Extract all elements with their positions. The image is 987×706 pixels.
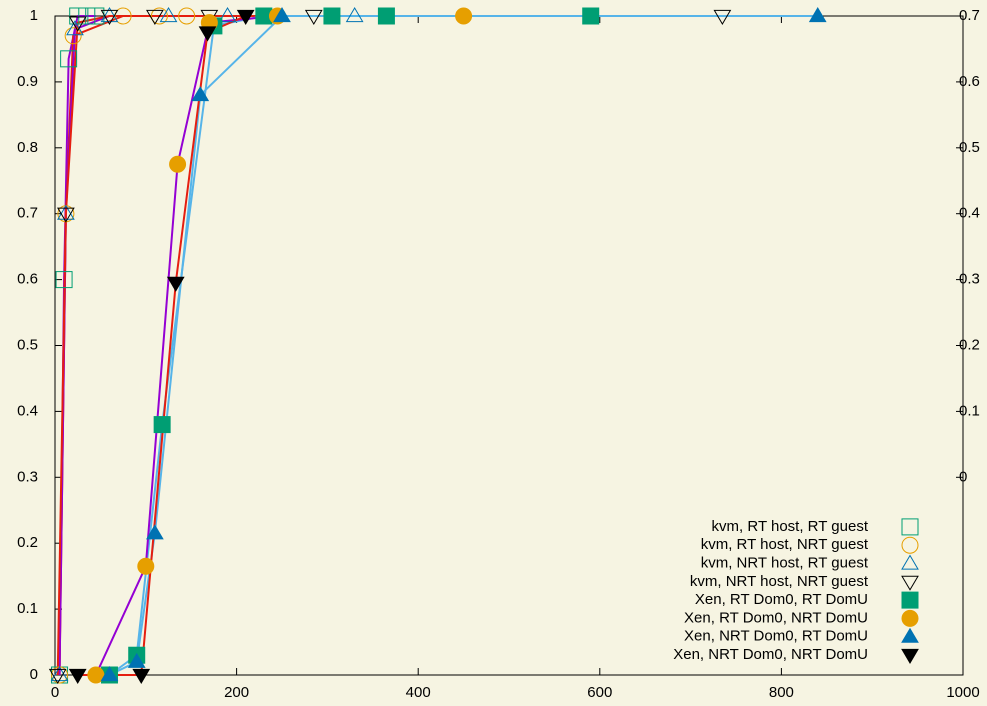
y-tick-label: 0.6 — [17, 271, 38, 288]
data-point — [68, 16, 87, 32]
legend-label: kvm, RT host, RT guest — [712, 518, 869, 535]
legend-marker — [901, 536, 919, 554]
data-point — [582, 7, 600, 25]
data-point — [808, 7, 827, 23]
x-tick-label: 400 — [406, 684, 431, 701]
y-tick-label: 0.7 — [17, 205, 38, 222]
series-line — [56, 15, 723, 676]
y-tick-label: 0.3 — [17, 468, 38, 485]
legend-label: kvm, NRT host, RT guest — [701, 554, 869, 571]
data-point — [191, 86, 210, 102]
y2-tick-label: 0 — [959, 468, 967, 485]
y2-tick-label: 0.6 — [959, 73, 980, 90]
data-point — [64, 27, 82, 45]
data-point — [69, 7, 87, 25]
data-point — [218, 7, 237, 23]
data-point — [48, 668, 67, 684]
x-tick-label: 600 — [587, 684, 612, 701]
data-point — [455, 7, 473, 25]
y-tick-label: 0.4 — [17, 402, 38, 419]
y2-tick-label: 0.5 — [959, 139, 980, 156]
legend-marker — [901, 575, 919, 591]
legend-label: kvm, NRT host, NRT guest — [690, 573, 869, 590]
data-point — [57, 207, 75, 223]
series-line — [94, 15, 464, 676]
data-point — [153, 416, 171, 434]
data-point — [132, 668, 151, 684]
y-tick-label: 1 — [30, 7, 38, 24]
data-point — [166, 276, 185, 292]
data-point — [150, 7, 168, 25]
data-point — [100, 666, 119, 682]
legend-marker — [901, 648, 919, 664]
y-tick-label: 0.1 — [17, 600, 38, 617]
legend-marker — [901, 518, 919, 536]
x-tick-label: 1000 — [946, 684, 979, 701]
x-tick-label: 200 — [224, 684, 249, 701]
series-line — [77, 15, 247, 676]
data-point — [304, 9, 323, 25]
data-point — [68, 668, 87, 684]
data-point — [323, 7, 341, 25]
y2-tick-label: 0.2 — [959, 336, 980, 353]
y2-tick-label: 0.7 — [959, 7, 980, 24]
data-point — [114, 7, 132, 25]
data-point — [236, 9, 255, 25]
data-point — [100, 7, 119, 23]
data-point — [137, 557, 155, 575]
y2-tick-label: 0.4 — [959, 205, 980, 222]
data-point — [345, 7, 364, 23]
data-point — [198, 26, 217, 42]
series-line — [58, 15, 355, 676]
data-point — [60, 50, 78, 68]
data-point — [87, 7, 105, 25]
y-tick-label: 0.9 — [17, 73, 38, 90]
data-point — [146, 9, 164, 25]
y2-tick-label: 0.1 — [959, 402, 980, 419]
y-tick-label: 0.8 — [17, 139, 38, 156]
data-point — [178, 7, 196, 25]
data-point — [55, 271, 73, 289]
data-point — [57, 204, 75, 220]
legend-marker — [901, 609, 919, 627]
data-point — [273, 7, 291, 23]
data-point — [713, 9, 732, 25]
series-line — [108, 15, 591, 676]
legend-marker — [901, 627, 919, 643]
legend-label: Xen, RT Dom0, NRT DomU — [684, 609, 868, 626]
y-tick-label: 0.5 — [17, 336, 38, 353]
legend-label: kvm, RT host, NRT guest — [701, 536, 869, 553]
y-tick-label: 0.2 — [17, 534, 38, 551]
data-point — [78, 7, 96, 25]
legend-label: Xen, RT Dom0, RT DomU — [695, 591, 868, 608]
data-point — [169, 155, 187, 173]
data-point — [127, 652, 146, 668]
legend-marker — [901, 591, 919, 609]
series-line — [58, 15, 187, 676]
data-point — [146, 524, 164, 540]
data-point — [100, 9, 119, 25]
x-tick-label: 800 — [769, 684, 794, 701]
legend-label: Xen, NRT Dom0, NRT DomU — [673, 646, 868, 663]
data-point — [159, 7, 178, 23]
legend-label: Xen, NRT Dom0, RT DomU — [684, 628, 868, 645]
y-tick-label: 0 — [30, 666, 38, 683]
x-tick-label: 0 — [51, 684, 59, 701]
legend-marker — [901, 554, 919, 570]
data-point — [87, 666, 105, 684]
data-point — [377, 7, 395, 25]
y2-tick-label: 0.3 — [959, 271, 980, 288]
